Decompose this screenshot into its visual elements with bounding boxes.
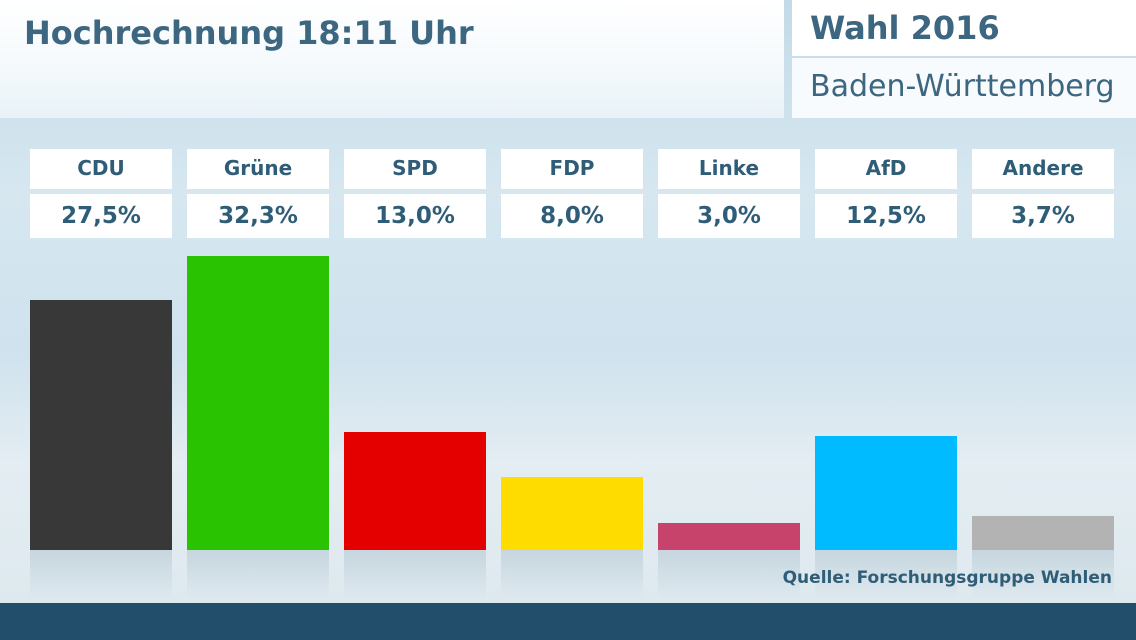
bar-fdp xyxy=(501,477,643,550)
header-title-panel: Hochrechnung 18:11 Uhr xyxy=(0,0,784,118)
party-label-andere: Andere xyxy=(972,149,1114,189)
footer-bar xyxy=(0,603,1136,640)
bar-spd xyxy=(344,432,486,550)
source-note: Quelle: Forschungsgruppe Wahlen xyxy=(782,568,1112,588)
value-label-andere: 3,7% xyxy=(972,194,1114,238)
bar-andere xyxy=(972,516,1114,550)
bar-reflection-gr-ne xyxy=(187,550,329,600)
bar-gr-ne xyxy=(187,256,329,550)
value-label-afd: 12,5% xyxy=(815,194,957,238)
page-title: Hochrechnung 18:11 Uhr xyxy=(24,14,474,52)
bar-reflection-cdu xyxy=(30,550,172,600)
election-title: Wahl 2016 xyxy=(810,9,1000,47)
bar-reflection-afd xyxy=(815,550,957,600)
bar-linke xyxy=(658,523,800,550)
value-label-cdu: 27,5% xyxy=(30,194,172,238)
region-name: Baden-Württemberg xyxy=(810,69,1115,104)
value-label-spd: 13,0% xyxy=(344,194,486,238)
bar-reflection-linke xyxy=(658,550,800,600)
value-label-linke: 3,0% xyxy=(658,194,800,238)
value-label-gr-ne: 32,3% xyxy=(187,194,329,238)
bar-reflection-spd xyxy=(344,550,486,600)
party-label-fdp: FDP xyxy=(501,149,643,189)
party-label-linke: Linke xyxy=(658,149,800,189)
region-panel: Baden-Württemberg xyxy=(792,58,1136,118)
bar-cdu xyxy=(30,300,172,550)
party-label-afd: AfD xyxy=(815,149,957,189)
value-label-fdp: 8,0% xyxy=(501,194,643,238)
bar-reflection-andere xyxy=(972,550,1114,600)
party-label-cdu: CDU xyxy=(30,149,172,189)
election-panel: Wahl 2016 xyxy=(792,0,1136,56)
bar-reflection-fdp xyxy=(501,550,643,600)
party-label-gr-ne: Grüne xyxy=(187,149,329,189)
bar-afd xyxy=(815,436,957,550)
party-label-spd: SPD xyxy=(344,149,486,189)
